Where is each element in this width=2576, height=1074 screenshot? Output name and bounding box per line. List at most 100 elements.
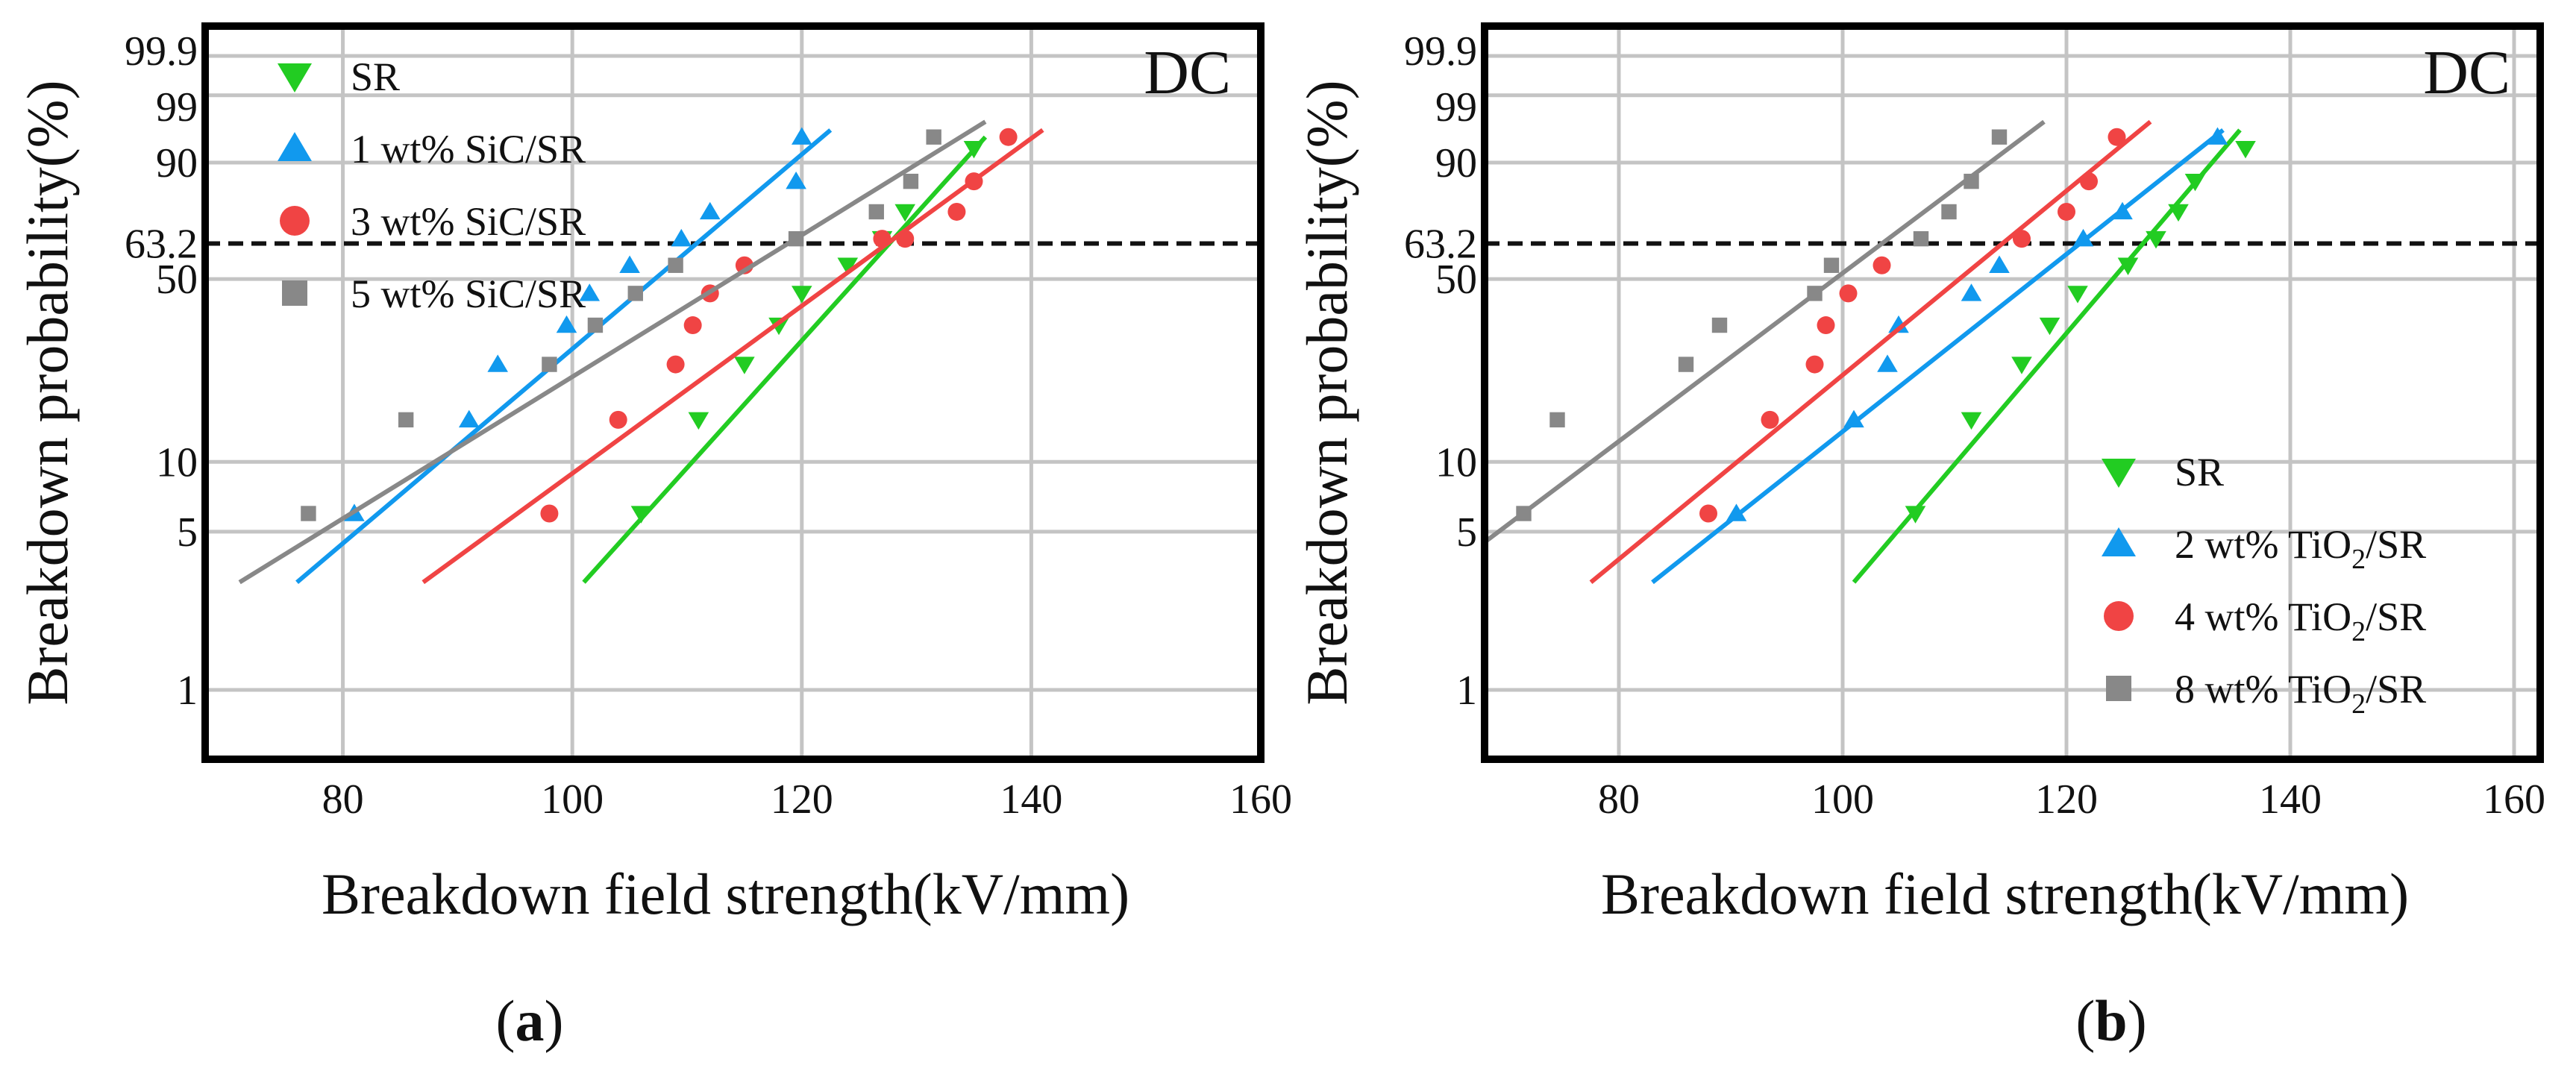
data-point	[2146, 230, 2166, 249]
legend-label: 5 wt% SiC/SR	[351, 271, 586, 316]
fit-line	[1485, 119, 2046, 544]
plot-frame	[1481, 22, 2544, 763]
data-point	[627, 286, 643, 301]
y-tick-label: 10	[156, 439, 198, 486]
y-tick-label: 1	[1456, 668, 1477, 714]
series-4	[1485, 119, 2046, 544]
fit-line	[422, 128, 1044, 585]
data-point	[868, 204, 884, 220]
data-point	[786, 171, 806, 189]
data-point	[1989, 255, 2010, 273]
subfigure-label: (a)	[496, 988, 564, 1053]
y-tick-label: 63.2	[125, 222, 198, 268]
data-point	[791, 286, 812, 304]
data-point	[1843, 409, 1864, 428]
annotation-dc: DC	[2423, 38, 2510, 107]
data-point	[1941, 204, 1957, 220]
series-4	[238, 119, 987, 585]
y-tick-label: 99	[1435, 84, 1477, 131]
data-point	[896, 230, 915, 248]
data-point	[1807, 286, 1823, 301]
data-point	[458, 409, 480, 428]
y-tick-label: 50	[156, 257, 198, 303]
data-point	[587, 317, 604, 333]
data-point	[1711, 317, 1728, 333]
legend-label: 4 wt% TiO2/SR	[2175, 594, 2426, 647]
x-tick-label: 140	[1000, 776, 1062, 823]
legend-label-main: 3 wt% SiC/SR	[351, 199, 586, 244]
y-tick-label: 50	[1435, 257, 1477, 303]
data-point	[947, 202, 966, 221]
data-point	[487, 354, 509, 372]
legend-label-subscript: 2	[2351, 616, 2366, 647]
legend-marker	[2102, 527, 2136, 556]
data-point	[2072, 228, 2094, 247]
data-point	[734, 357, 755, 374]
y-tick-label: 1	[177, 668, 198, 714]
data-point	[699, 201, 721, 220]
subfigure-letter: b	[2095, 988, 2127, 1053]
data-point	[1905, 506, 1926, 524]
legend: SR 1 wt% SiC/SR 3 wt% SiC/SR 5 wt% SiC/SR	[278, 54, 586, 316]
legend-marker	[282, 280, 307, 306]
series-1	[582, 135, 988, 584]
data-point	[1964, 173, 1979, 189]
data-point	[894, 204, 916, 222]
data-point	[2058, 202, 2075, 221]
data-point	[1991, 129, 2008, 145]
fit-line	[1589, 119, 2152, 585]
legend-marker	[278, 63, 312, 92]
data-point	[1961, 412, 1982, 430]
legend-label-subscript: 2	[2351, 544, 2366, 575]
fit-line	[295, 128, 833, 585]
data-point	[1805, 355, 1824, 374]
data-point	[2011, 357, 2032, 374]
data-point	[2108, 128, 2126, 146]
x-tick-label: 160	[1229, 776, 1292, 823]
gridlines	[205, 26, 1261, 759]
data-point	[542, 357, 557, 372]
x-tick-label: 80	[1598, 776, 1640, 823]
plot-frame	[201, 22, 1265, 763]
series-3	[1589, 119, 2152, 585]
legend-marker	[280, 206, 310, 236]
data-point	[2039, 317, 2061, 336]
legend-marker	[2102, 459, 2136, 488]
data-point	[1678, 357, 1694, 372]
legend-label-suffix: /SR	[2366, 522, 2426, 567]
series-3	[422, 128, 1044, 585]
subfigure-label: (b)	[2075, 988, 2146, 1053]
y-tick-label: 5	[1456, 509, 1477, 556]
x-axis-title: Breakdown field strength(kV/mm)	[322, 861, 1129, 926]
legend-label-main: 4 wt% TiO	[2175, 594, 2351, 639]
x-tick-label: 160	[2483, 776, 2545, 823]
data-point	[1516, 506, 1532, 521]
legend-label: SR	[2175, 450, 2224, 494]
legend-label-main: 8 wt% TiO	[2175, 667, 2351, 712]
y-tick-label: 5	[177, 509, 198, 556]
legend-label-suffix: /SR	[2366, 594, 2426, 639]
y-tick-label: 90	[1435, 140, 1477, 186]
data-point	[963, 141, 985, 159]
legend-label: SR	[351, 54, 400, 99]
data-point	[1961, 283, 1982, 301]
data-point	[2207, 127, 2228, 145]
data-point	[788, 230, 804, 247]
data-point	[2080, 172, 2098, 191]
subfigure-letter: a	[515, 988, 545, 1053]
fit-line	[238, 119, 987, 585]
data-point	[1549, 412, 1565, 428]
legend-label-subscript: 2	[2351, 688, 2366, 720]
data-point	[873, 230, 891, 248]
data-point	[999, 128, 1018, 146]
data-point	[671, 228, 692, 247]
legend-label-main: 2 wt% TiO	[2175, 522, 2351, 567]
subfigure-paren: (	[496, 988, 515, 1053]
x-tick-label: 100	[1811, 776, 1874, 823]
data-point	[1699, 504, 1717, 523]
legend-label-main: SR	[2175, 450, 2224, 494]
series-1	[1852, 128, 2256, 584]
fit-line	[582, 135, 988, 584]
